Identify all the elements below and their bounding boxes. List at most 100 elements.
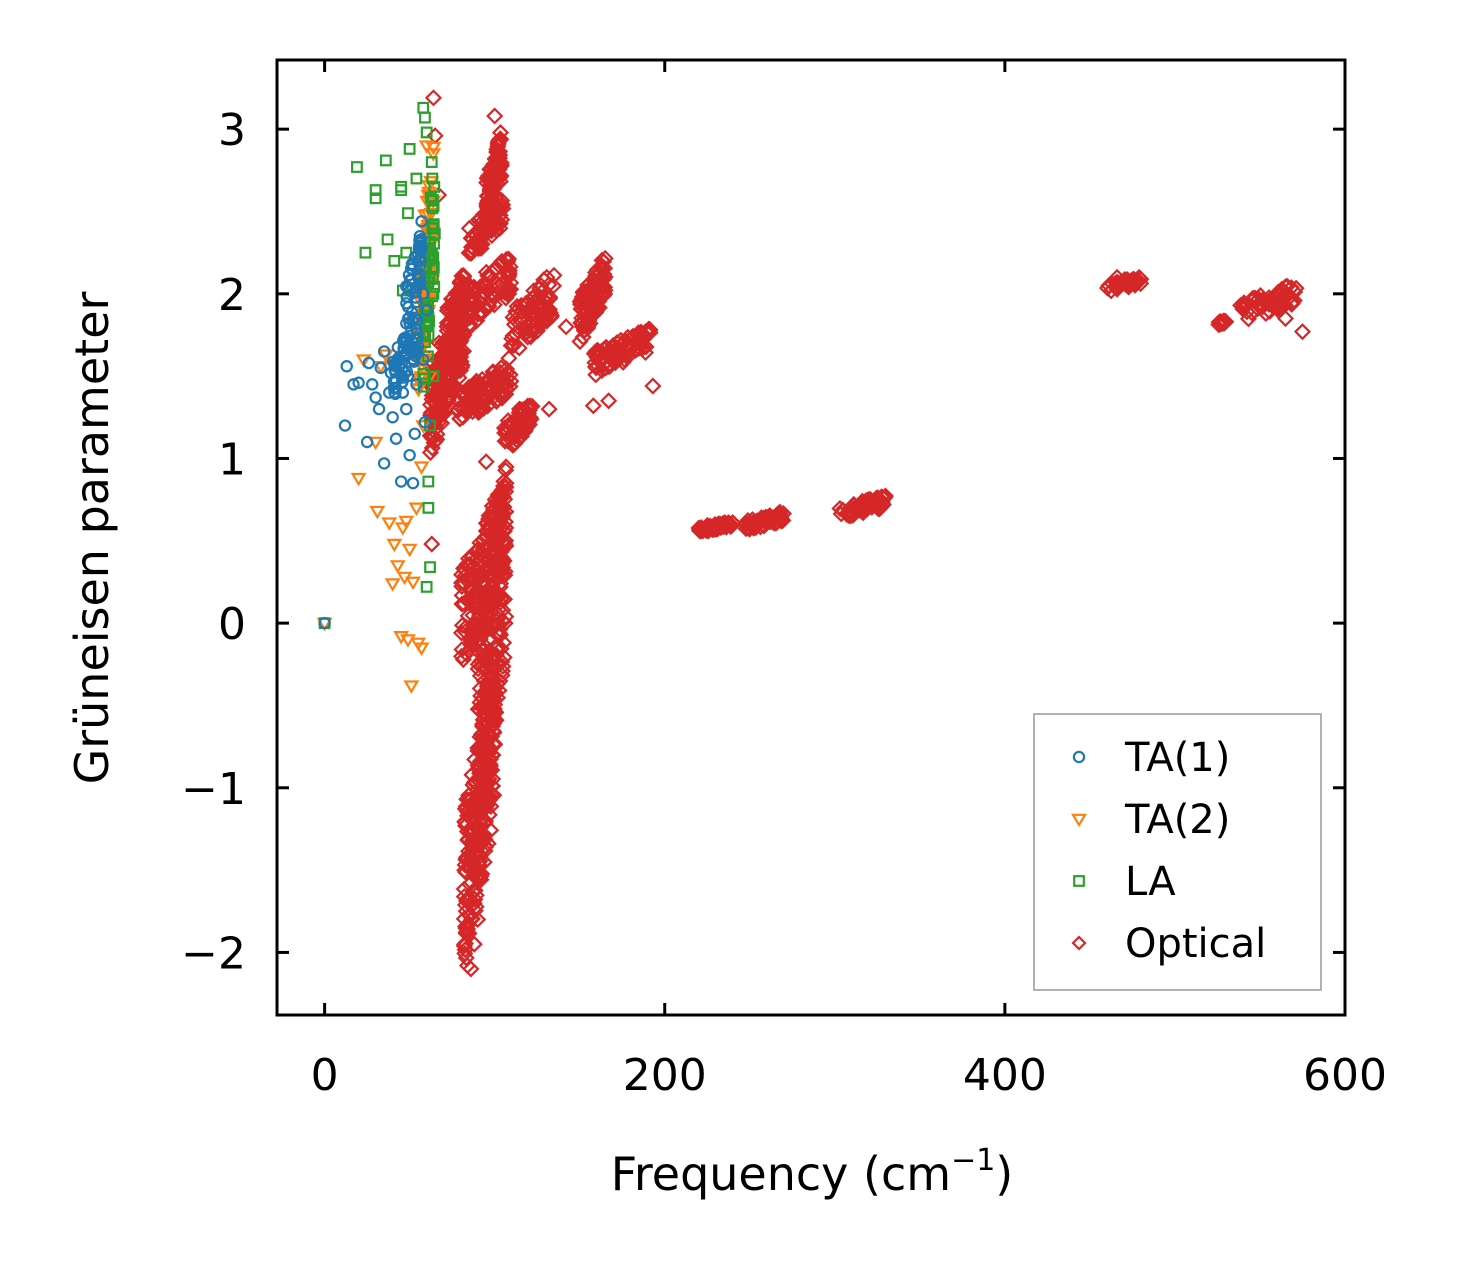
data-point-optical	[458, 790, 476, 808]
data-point-optical	[588, 341, 607, 359]
plot-frame	[275, 58, 1347, 1017]
data-point-optical	[637, 322, 655, 341]
data-point-optical	[475, 782, 494, 800]
data-point-optical	[529, 306, 547, 324]
data-point-optical	[587, 366, 605, 384]
data-point-optical	[496, 490, 514, 508]
data-point-ta-1	[386, 411, 399, 424]
data-point-ta-2	[405, 576, 421, 591]
data-point-optical	[481, 610, 499, 628]
data-point-optical	[597, 338, 615, 356]
data-point-ta-2	[384, 578, 401, 592]
data-point-optical	[473, 388, 491, 406]
data-point-optical	[476, 274, 494, 292]
data-point-ta-2	[398, 515, 415, 530]
data-point-optical	[573, 291, 591, 310]
data-point-ta-1	[418, 416, 432, 429]
data-point-ta-1	[406, 476, 420, 490]
data-point-optical	[473, 646, 491, 664]
data-point-ta-1	[369, 391, 382, 404]
legend-marker-la	[1073, 875, 1085, 887]
y-axis-ticks: −2 −1 0 1 2 3	[181, 105, 1345, 979]
series-ta-1	[318, 215, 433, 630]
data-point-optical	[493, 666, 511, 684]
data-point-la	[422, 475, 435, 488]
data-point-ta-2	[355, 354, 372, 368]
data-point-optical	[421, 443, 440, 462]
legend-label-la: LA	[1125, 859, 1176, 905]
data-point-optical	[856, 498, 874, 516]
data-point-optical	[1271, 296, 1289, 314]
data-point-la	[426, 194, 439, 207]
data-point-ta-1	[366, 378, 379, 391]
data-point-optical	[523, 397, 541, 415]
data-point-optical	[499, 412, 517, 430]
data-point-optical	[475, 283, 493, 301]
data-point-optical	[497, 458, 515, 476]
data-point-la	[410, 172, 423, 185]
data-point-optical	[497, 474, 515, 492]
data-point-optical	[493, 191, 511, 210]
data-point-la	[426, 172, 439, 185]
data-point-ta-1	[408, 312, 421, 325]
data-point-ta-1	[411, 271, 425, 284]
data-point-optical	[500, 264, 518, 282]
data-point-la	[424, 561, 436, 574]
data-point-optical	[1124, 273, 1142, 291]
data-point-optical	[485, 296, 503, 314]
data-point-optical	[636, 343, 655, 362]
data-point-optical	[479, 631, 497, 649]
legend-label-ta-2: TA(2)	[1124, 797, 1230, 843]
data-point-ta-1	[408, 427, 421, 440]
data-point-optical	[520, 416, 538, 434]
data-point-la	[422, 329, 435, 342]
data-point-ta-2	[413, 642, 430, 656]
data-point-optical	[863, 498, 881, 516]
data-point-optical	[463, 548, 481, 566]
data-point-optical	[465, 557, 483, 575]
x-tick-label: 200	[623, 1050, 707, 1101]
data-point-optical	[457, 919, 475, 937]
data-point-optical	[1216, 312, 1234, 330]
data-point-optical	[540, 400, 558, 418]
data-point-optical	[455, 574, 473, 592]
data-point-optical	[477, 725, 495, 743]
data-point-optical	[536, 287, 554, 306]
data-point-optical	[464, 831, 482, 849]
data-point-optical	[505, 336, 523, 355]
data-point-la	[418, 302, 431, 315]
data-point-optical	[455, 910, 473, 928]
data-point-optical	[439, 392, 457, 410]
data-point-optical	[611, 349, 629, 367]
data-point-ta-1	[405, 323, 418, 337]
data-point-optical	[506, 434, 524, 452]
data-point-ta-2	[413, 461, 430, 475]
data-point-optical	[466, 860, 484, 879]
data-point-optical	[522, 328, 540, 346]
data-point-optical	[876, 487, 894, 505]
data-point-optical	[444, 362, 462, 380]
y-tick-label: 3	[218, 105, 246, 156]
data-point-optical	[491, 197, 509, 215]
data-point-optical	[494, 612, 512, 630]
data-point-optical	[510, 339, 528, 357]
data-point-optical	[476, 772, 495, 790]
data-point-optical	[481, 215, 499, 233]
data-point-optical	[465, 225, 483, 243]
data-point-optical	[495, 387, 513, 405]
data-point-optical	[438, 329, 456, 347]
data-point-ta-1	[415, 241, 428, 254]
data-point-optical	[469, 211, 487, 229]
data-point-optical	[504, 327, 522, 345]
data-point-optical	[1293, 323, 1312, 341]
data-point-optical	[469, 305, 487, 323]
data-point-optical	[494, 532, 512, 550]
data-point-optical	[698, 521, 716, 539]
data-point-optical	[1276, 309, 1295, 328]
data-point-ta-2	[408, 502, 425, 517]
data-point-ta-1	[410, 295, 423, 309]
data-point-optical	[632, 323, 650, 341]
data-point-optical	[461, 399, 479, 417]
data-point-la	[402, 207, 414, 220]
data-point-optical	[588, 281, 606, 300]
